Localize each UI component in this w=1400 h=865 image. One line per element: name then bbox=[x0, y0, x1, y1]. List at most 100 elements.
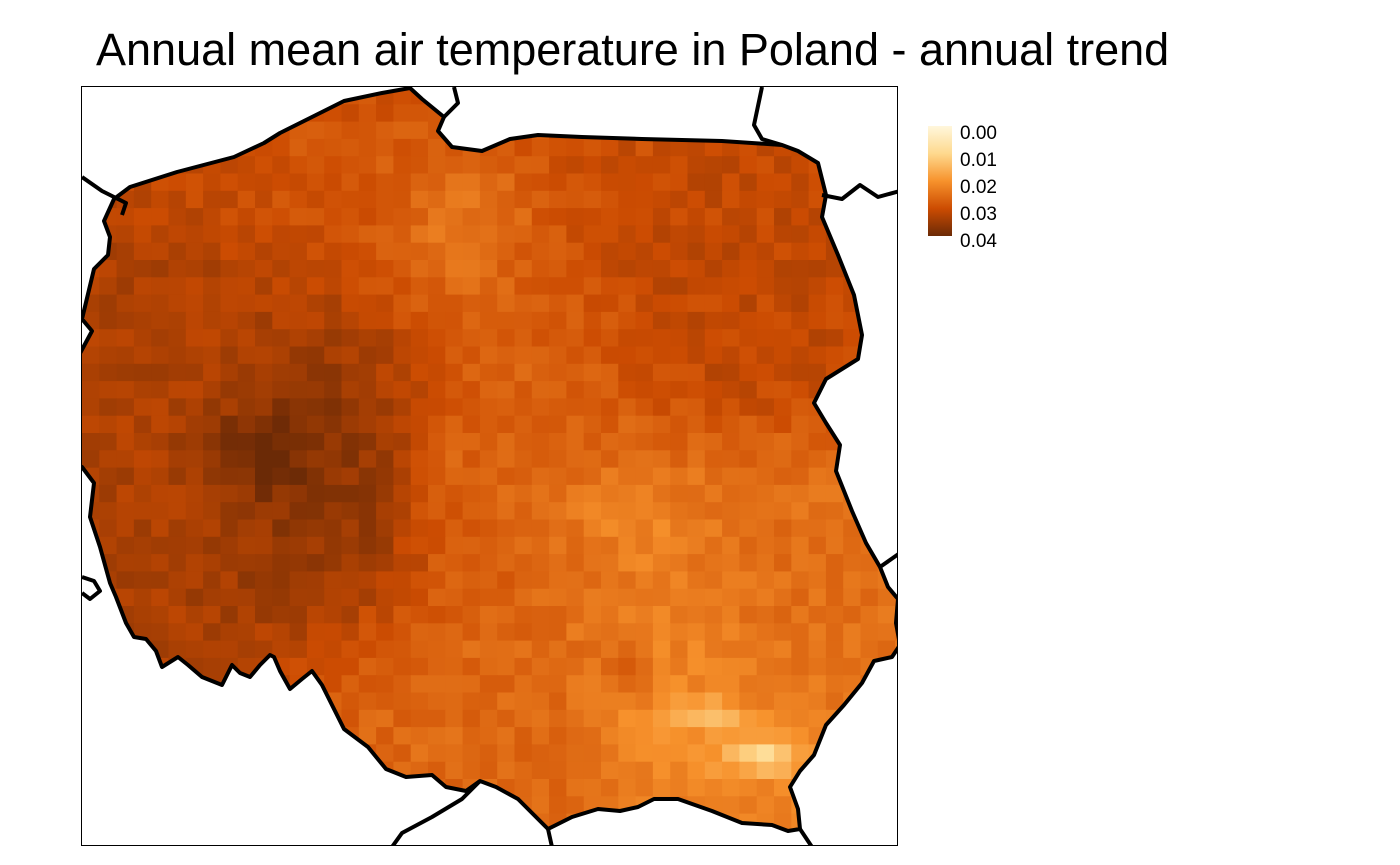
raster-cell bbox=[272, 173, 291, 192]
raster-cell bbox=[877, 415, 896, 434]
raster-cell bbox=[289, 571, 308, 590]
raster-cell bbox=[393, 260, 412, 278]
raster-cell bbox=[393, 415, 412, 434]
raster-cell bbox=[462, 519, 481, 538]
raster-cell bbox=[652, 744, 671, 763]
raster-cell bbox=[203, 554, 221, 572]
raster-cell bbox=[566, 363, 585, 382]
raster-cell bbox=[583, 502, 602, 521]
raster-cell bbox=[825, 260, 844, 278]
raster-cell bbox=[618, 311, 637, 330]
raster-cell bbox=[601, 381, 619, 399]
raster-cell bbox=[99, 433, 118, 451]
raster-cell bbox=[635, 571, 654, 590]
raster-cell bbox=[877, 519, 896, 538]
raster-cell bbox=[133, 433, 152, 451]
raster-cell bbox=[722, 657, 740, 676]
raster-cell bbox=[203, 121, 221, 140]
raster-cell bbox=[272, 346, 291, 365]
raster-cell bbox=[376, 415, 394, 434]
raster-cell bbox=[618, 536, 637, 555]
raster-cell bbox=[687, 121, 706, 140]
raster-cell bbox=[445, 381, 464, 399]
raster-cell bbox=[324, 242, 343, 261]
raster-cell bbox=[825, 588, 844, 607]
raster-cell bbox=[549, 173, 567, 192]
raster-cell bbox=[825, 744, 844, 763]
raster-cell bbox=[618, 156, 637, 175]
raster-cell bbox=[670, 467, 689, 486]
raster-cell bbox=[479, 813, 498, 831]
raster-cell bbox=[652, 277, 671, 296]
raster-cell bbox=[220, 311, 239, 330]
raster-cell bbox=[220, 225, 239, 244]
raster-cell bbox=[99, 381, 118, 399]
raster-cell bbox=[670, 588, 689, 607]
raster-cell bbox=[583, 813, 602, 831]
raster-cell bbox=[514, 761, 533, 780]
raster-cell bbox=[272, 329, 291, 348]
raster-cell bbox=[168, 138, 187, 157]
raster-cell bbox=[151, 450, 170, 469]
raster-cell bbox=[791, 727, 810, 745]
raster-cell bbox=[531, 225, 550, 244]
raster-cell bbox=[877, 536, 896, 555]
raster-cell bbox=[255, 761, 273, 780]
raster-cell bbox=[670, 727, 689, 745]
raster-cell bbox=[410, 692, 429, 711]
raster-cell bbox=[739, 571, 758, 590]
raster-cell bbox=[722, 225, 740, 244]
raster-cell bbox=[774, 329, 792, 348]
raster-cell bbox=[237, 346, 256, 365]
raster-cell bbox=[877, 88, 896, 105]
raster-cell bbox=[99, 138, 118, 157]
raster-cell bbox=[774, 588, 792, 607]
raster-cell bbox=[722, 156, 740, 175]
raster-cell bbox=[877, 727, 896, 745]
raster-cell bbox=[220, 208, 239, 226]
raster-cell bbox=[860, 813, 879, 831]
raster-cell bbox=[774, 554, 792, 572]
raster-cell bbox=[704, 571, 723, 590]
raster-cell bbox=[531, 484, 550, 503]
raster-cell bbox=[652, 208, 671, 226]
raster-cell bbox=[843, 398, 862, 417]
raster-cell bbox=[116, 727, 135, 745]
raster-cell bbox=[185, 104, 204, 123]
raster-cell bbox=[133, 467, 152, 486]
raster-cell bbox=[826, 87, 844, 88]
raster-cell bbox=[531, 294, 550, 313]
raster-cell bbox=[635, 606, 654, 624]
raster-cell bbox=[376, 640, 394, 659]
raster-cell bbox=[376, 311, 394, 330]
raster-cell bbox=[462, 606, 481, 624]
raster-cell bbox=[116, 502, 135, 521]
raster-cell bbox=[583, 208, 602, 226]
raster-cell bbox=[774, 173, 792, 192]
raster-cell bbox=[306, 415, 325, 434]
raster-cell bbox=[445, 536, 464, 555]
raster-cell bbox=[306, 260, 325, 278]
raster-cell bbox=[566, 779, 585, 797]
raster-cell bbox=[479, 121, 498, 140]
raster-cell bbox=[376, 606, 394, 624]
raster-cell bbox=[82, 519, 83, 538]
raster-cell bbox=[151, 398, 170, 417]
raster-cell bbox=[237, 363, 256, 382]
raster-cell bbox=[514, 467, 533, 486]
raster-cell bbox=[428, 484, 446, 503]
raster-cell bbox=[704, 519, 723, 538]
raster-cell bbox=[774, 779, 792, 797]
raster-cell bbox=[462, 502, 481, 521]
raster-cell bbox=[462, 657, 481, 676]
raster-cell bbox=[549, 657, 567, 676]
raster-cell bbox=[358, 554, 377, 572]
raster-cell bbox=[133, 311, 152, 330]
raster-cell bbox=[756, 502, 775, 521]
raster-cell bbox=[584, 87, 602, 88]
raster-cell bbox=[410, 294, 429, 313]
raster-cell bbox=[808, 761, 827, 780]
raster-cell bbox=[739, 190, 758, 209]
raster-cell bbox=[514, 346, 533, 365]
raster-cell bbox=[82, 502, 83, 521]
